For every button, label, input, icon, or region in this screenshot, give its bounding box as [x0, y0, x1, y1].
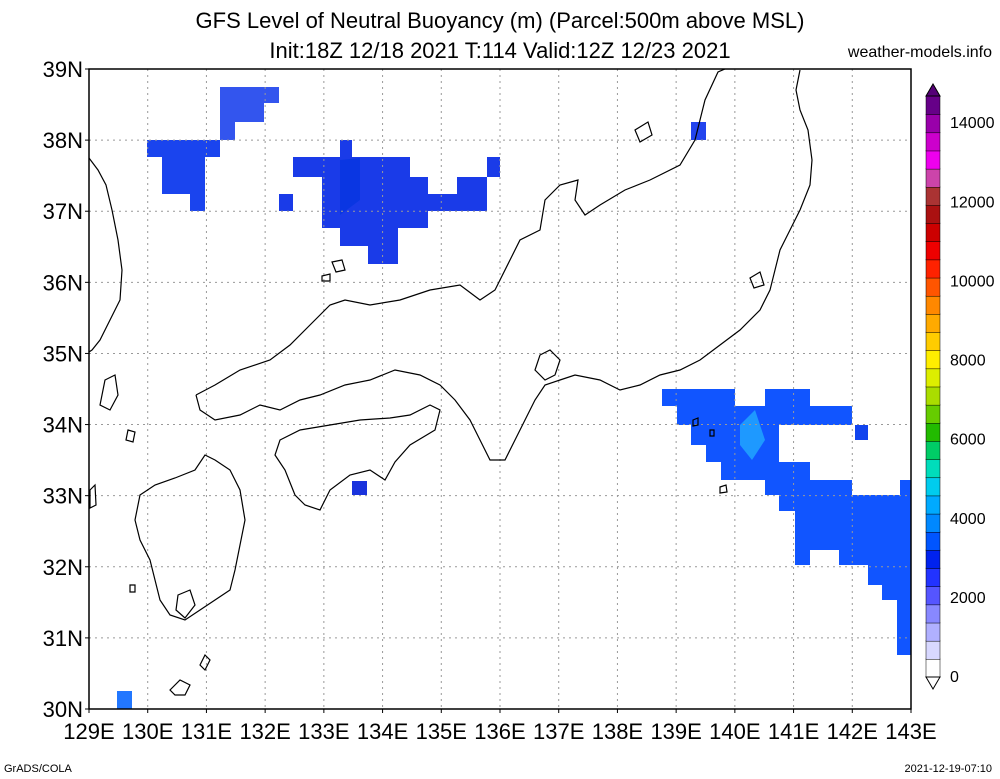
lon-tick-label: 140E	[709, 719, 760, 744]
colorbar-swatch	[925, 477, 941, 497]
colorbar-swatch	[925, 604, 941, 624]
colorbar-label: 2000	[950, 590, 986, 607]
lat-tick-label: 34N	[43, 413, 83, 438]
colorbar-label: 10000	[950, 273, 995, 290]
colorbar-swatch	[925, 495, 941, 515]
lat-tick-label: 36N	[43, 270, 83, 295]
lat-tick-label: 30N	[43, 697, 83, 722]
colorbar-swatch	[925, 259, 941, 279]
lon-tick-label: 135E	[416, 719, 467, 744]
colorbar-max-arrow	[925, 83, 941, 97]
colorbar-swatch	[925, 585, 941, 606]
field-pacific-east	[662, 389, 911, 655]
lon-tick-label: 131E	[181, 719, 232, 744]
colorbar-swatch	[925, 440, 941, 460]
chart-subtitle: Init:18Z 12/18 2021 T:114 Valid:12Z 12/2…	[269, 38, 731, 63]
colorbar-swatch	[925, 567, 941, 587]
buoyancy-fields	[117, 87, 911, 709]
colorbar-label: 0	[950, 669, 959, 686]
field-south-corner	[117, 691, 132, 709]
lon-tick-label: 133E	[298, 719, 349, 744]
lon-tick-label: 136E	[474, 719, 525, 744]
colorbar-swatch	[925, 95, 941, 115]
colorbar-swatch	[925, 386, 941, 406]
field-sea-of-japan-west	[147, 140, 220, 211]
colorbar-label: 8000	[950, 353, 986, 370]
lat-tick-label: 35N	[43, 341, 83, 366]
colorbar-label: 6000	[950, 432, 986, 449]
field-highlight-b	[340, 158, 360, 215]
lat-tick-label: 37N	[43, 199, 83, 224]
lat-tick-label: 32N	[43, 555, 83, 580]
chart-title: GFS Level of Neutral Buoyancy (m) (Parce…	[195, 8, 805, 33]
colorbar-swatch	[925, 531, 941, 551]
lat-tick-label: 33N	[43, 484, 83, 509]
lon-tick-label: 139E	[650, 719, 701, 744]
colorbar-swatch	[925, 404, 941, 424]
field-shikoku-south	[352, 481, 367, 495]
colorbar: 0 2000 4000 6000 8000 10000 12000 14000	[925, 83, 995, 690]
lon-tick-label: 132E	[239, 719, 290, 744]
colorbar-swatch	[925, 549, 941, 569]
colorbar-swatch	[925, 513, 941, 533]
colorbar-swatch	[925, 422, 941, 442]
colorbar-swatch	[925, 277, 941, 297]
field-small-b	[691, 122, 706, 140]
colorbar-swatch	[925, 168, 941, 188]
colorbar-swatch	[925, 640, 941, 660]
lat-tick-label: 38N	[43, 128, 83, 153]
coastlines	[89, 69, 813, 696]
colorbar-label: 12000	[950, 194, 995, 211]
lon-tick-label: 143E	[885, 719, 936, 744]
colorbar-swatch	[925, 349, 941, 370]
site-credit: weather-models.info	[847, 44, 992, 61]
colorbar-swatch	[925, 458, 941, 479]
longitude-labels: 129E 130E 131E 132E 133E 134E 135E 136E 137E 138E…	[63, 709, 937, 744]
colorbar-swatch	[925, 313, 941, 333]
latitude-labels: 30N 31N 32N 33N 34N 35N 36N 37N 38N 39N	[43, 57, 89, 722]
colorbar-label: 14000	[950, 115, 995, 132]
colorbar-label: 4000	[950, 511, 986, 528]
field-pacific-small	[855, 425, 868, 440]
field-small-a	[279, 194, 293, 211]
lon-tick-label: 141E	[768, 719, 819, 744]
field-highlight-a	[740, 410, 765, 460]
lat-tick-label: 31N	[43, 626, 83, 651]
colorbar-swatch	[925, 204, 941, 224]
colorbar-swatch	[925, 368, 941, 388]
lon-tick-label: 129E	[63, 719, 114, 744]
lon-tick-label: 142E	[827, 719, 878, 744]
software-credit: GrADS/COLA	[4, 763, 72, 775]
colorbar-swatch	[925, 295, 941, 315]
lat-tick-label: 39N	[43, 57, 83, 82]
colorbar-swatch	[925, 113, 941, 134]
lon-tick-label: 138E	[592, 719, 643, 744]
colorbar-swatch	[925, 241, 941, 261]
lon-tick-label: 134E	[357, 719, 408, 744]
colorbar-swatch	[925, 331, 941, 351]
timestamp: 2021-12-19-07:10	[904, 763, 992, 775]
colorbar-swatch	[925, 658, 941, 678]
colorbar-swatch	[925, 622, 941, 642]
colorbar-swatch	[925, 222, 941, 242]
field-oki-north	[220, 87, 279, 140]
colorbar-swatch	[925, 186, 941, 206]
lon-tick-label: 130E	[122, 719, 173, 744]
colorbar-swatch	[925, 150, 941, 170]
colorbar-min-arrow	[925, 676, 941, 690]
colorbar-swatch	[925, 132, 941, 152]
lon-tick-label: 137E	[533, 719, 584, 744]
